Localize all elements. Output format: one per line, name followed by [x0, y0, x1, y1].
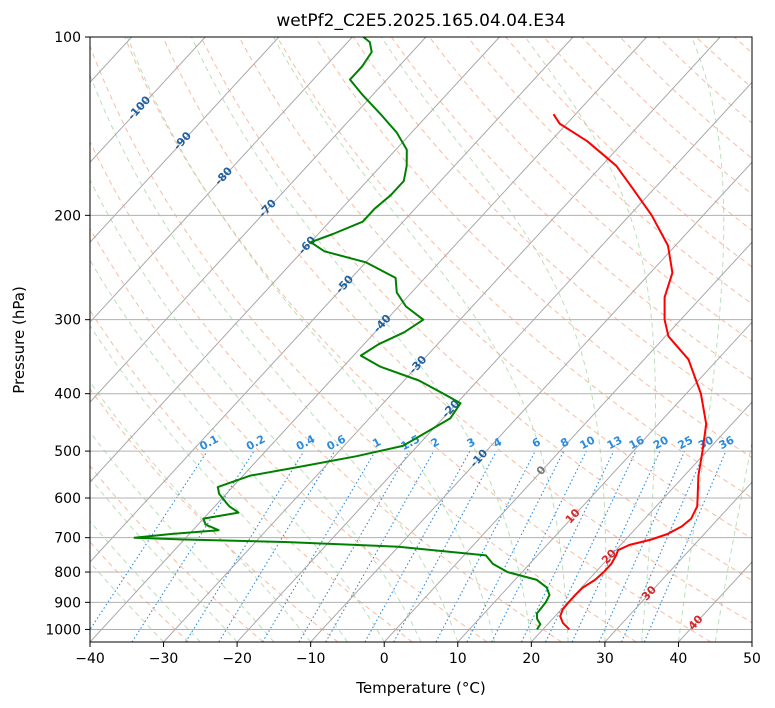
mixing-ratio-line: [621, 450, 706, 642]
mixing-ratio-line: [571, 450, 661, 642]
x-tick-label: −10: [296, 651, 326, 667]
isotherm-line: [530, 401, 752, 642]
mixing-ratio-line: [393, 450, 497, 642]
mixing-ratio-label: 30: [696, 433, 716, 452]
mixing-ratio-label: 25: [676, 433, 696, 452]
mixing-ratio-line: [298, 450, 410, 642]
x-tick-label: 20: [522, 651, 540, 667]
dry-adiabat: [90, 465, 264, 642]
dry-adiabat: [276, 37, 752, 499]
y-tick-label: 700: [54, 531, 81, 547]
mixing-ratio-label: 36: [717, 433, 737, 452]
mixing-ratio-line: [598, 450, 686, 642]
y-tick-label: 600: [54, 491, 81, 507]
dry-adiabat: [162, 37, 752, 624]
moist-adiabat: [380, 37, 607, 642]
mixing-ratio-label: 16: [627, 433, 647, 452]
y-tick-label: 1000: [45, 622, 81, 638]
dry-adiabat: [90, 140, 562, 642]
temperature-profile: [552, 113, 708, 631]
x-tick-label: 30: [596, 651, 614, 667]
mixing-ratio-label: 20: [651, 433, 671, 452]
moist-adiabat: [90, 73, 459, 642]
isotherm-line: [90, 37, 427, 403]
chart-title: wetPf2_C2E5.2025.165.04.04.E34: [276, 11, 565, 31]
y-tick-label: 200: [54, 208, 81, 224]
mixing-ratio-line: [131, 450, 255, 642]
moist-adiabat: [90, 179, 422, 642]
mixing-ratio-line: [325, 450, 435, 642]
isotherm-line: [604, 481, 752, 642]
x-tick-label: 10: [449, 651, 467, 667]
x-tick-label: −40: [75, 651, 105, 667]
x-axis-label: Temperature (°C): [355, 679, 485, 697]
dry-adiabat: [90, 227, 488, 642]
x-tick-label: −20: [222, 651, 252, 667]
y-tick-label: 300: [54, 313, 81, 329]
x-tick-label: −30: [149, 651, 179, 667]
x-tick-label: 0: [380, 651, 389, 667]
x-axis-ticks: −40 −30 −20 −10 0 10 20 30 40 50: [75, 642, 761, 667]
background-lines: [90, 37, 752, 642]
y-tick-label: 500: [54, 444, 81, 460]
dry-adiabat: [124, 37, 712, 642]
isotherm-line: [457, 321, 752, 642]
mixing-ratio-line: [520, 450, 615, 642]
isotherm-line: [236, 81, 752, 642]
moist-adiabat: [677, 37, 725, 642]
y-tick-label: 400: [54, 387, 81, 403]
x-tick-label: 40: [670, 651, 688, 667]
mixing-ratio-label: 13: [605, 433, 625, 452]
mixing-ratio-line: [643, 450, 727, 642]
mixing-ratio-labels: 0.1 0.2 0.4 0.6 1 1.5 2 3 4 6 8 10 13 16 20 25 30 36: [197, 432, 736, 453]
isotherm-line: [90, 37, 206, 164]
dry-adiabat: [314, 37, 752, 459]
mixing-ratio-line: [364, 450, 471, 642]
mixing-ratio-line: [185, 450, 305, 642]
profile-lines: [133, 37, 708, 631]
y-tick-label: 900: [54, 595, 81, 611]
isotherm-line: [90, 37, 280, 243]
isotherm-line: [90, 37, 500, 483]
moist-adiabat: [90, 477, 238, 642]
y-axis-ticks: 100 200 300 400 500 600 700 800 900 1000: [45, 30, 90, 638]
y-tick-label: 100: [54, 30, 81, 46]
plot-frame: [89, 36, 753, 643]
moist-adiabat: [90, 561, 164, 642]
y-tick-label: 800: [54, 565, 81, 581]
isotherm-line: [383, 241, 752, 642]
isotherm-line: [310, 161, 752, 642]
x-tick-label: 50: [743, 651, 761, 667]
mixing-ratio-line: [262, 450, 376, 642]
y-axis-label: Pressure (hPa): [10, 286, 28, 394]
dry-adiabat: [429, 37, 752, 343]
dewpoint-profile: [133, 37, 551, 630]
moist-adiabat: [90, 431, 275, 642]
moist-adiabat: [90, 259, 385, 642]
isotherm-line: [90, 37, 647, 642]
isotherm-line: [90, 37, 574, 563]
moist-adiabat: [273, 37, 569, 642]
moist-adiabat: [524, 37, 656, 642]
isotherm-line: [90, 37, 353, 323]
mixing-ratio-line: [218, 450, 336, 642]
mixing-ratio-label: 10: [578, 433, 598, 452]
moist-adiabat: [714, 440, 752, 642]
moist-adiabat: [90, 520, 201, 642]
dry-adiabat: [390, 37, 752, 381]
